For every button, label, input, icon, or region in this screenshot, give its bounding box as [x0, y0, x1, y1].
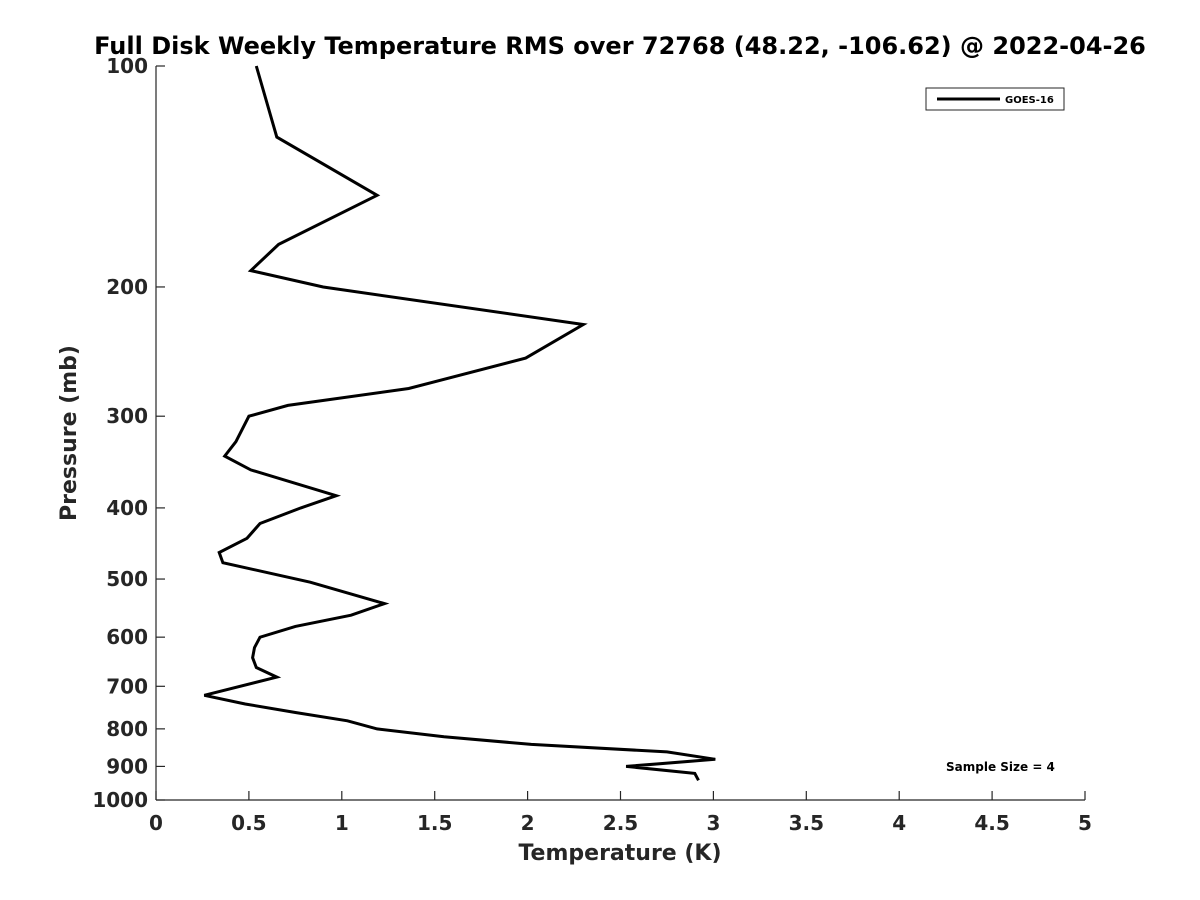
x-tick-label: 3.5: [789, 811, 824, 835]
x-tick-label: 0.5: [231, 811, 266, 835]
y-axis-ticks: 100 200 300 400 500 600 700 800 900 1000: [92, 54, 165, 812]
y-tick-label: 400: [106, 496, 148, 520]
y-tick-label: 1000: [92, 788, 148, 812]
x-tick-label: 5: [1078, 811, 1092, 835]
x-axis-label: Temperature (K): [518, 841, 721, 866]
y-tick-label: 500: [106, 567, 148, 591]
y-tick-label: 300: [106, 404, 148, 428]
x-tick-label: 2: [521, 811, 535, 835]
series-line-goes-16: [203, 65, 716, 782]
x-axis-ticks: 0 0.5 1 1.5 2 2.5 3 3.5 4 4.5 5: [149, 791, 1092, 835]
legend-label: GOES-16: [1005, 95, 1054, 106]
x-tick-label: 1: [335, 811, 349, 835]
legend: GOES-16: [925, 87, 1065, 111]
sample-size-annotation: Sample Size = 4: [946, 760, 1055, 774]
x-tick-label: 4.5: [974, 811, 1009, 835]
x-tick-label: 4: [892, 811, 906, 835]
y-tick-label: 200: [106, 275, 148, 299]
chart-title: Full Disk Weekly Temperature RMS over 72…: [94, 32, 1146, 60]
y-tick-label: 800: [106, 717, 148, 741]
y-axis-label: Pressure (mb): [57, 345, 82, 521]
y-tick-label: 600: [106, 625, 148, 649]
y-tick-label: 700: [106, 674, 148, 698]
x-tick-label: 0: [149, 811, 163, 835]
x-tick-label: 2.5: [603, 811, 638, 835]
x-tick-label: 3: [706, 811, 720, 835]
y-tick-label: 900: [106, 754, 148, 778]
y-tick-label: 100: [106, 54, 148, 78]
x-tick-label: 1.5: [417, 811, 452, 835]
